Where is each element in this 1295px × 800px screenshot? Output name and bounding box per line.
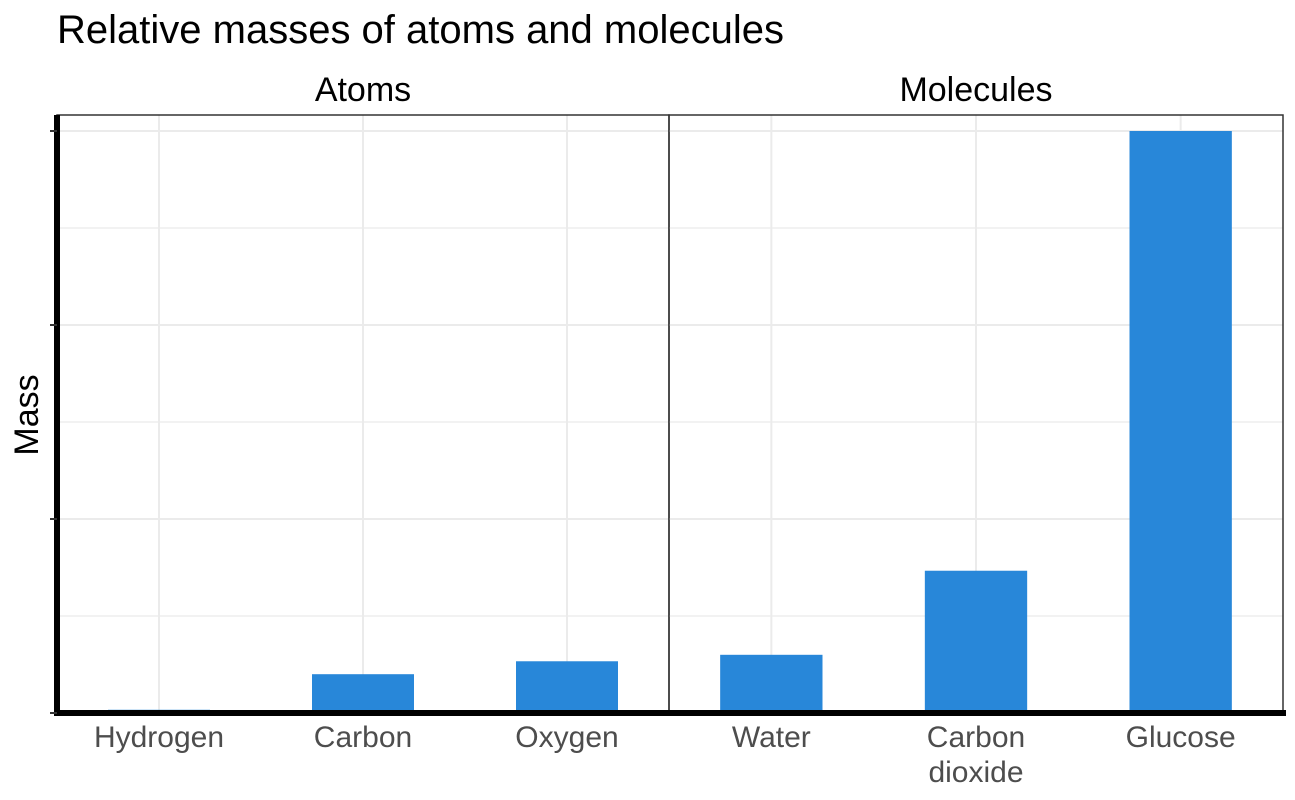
bar-carbon-dioxide xyxy=(924,570,1028,713)
facet-panels: Hydrogen Carbon Oxygen Atoms Water Carbon diox… xyxy=(50,71,1286,789)
bar-glucose xyxy=(1129,131,1232,713)
y-axis-label: Mass xyxy=(8,374,46,455)
x-tick-label: Hydrogen xyxy=(94,721,224,754)
x-tick-label: Water xyxy=(732,721,811,754)
facet-label: Atoms xyxy=(315,71,411,109)
x-tick-label: Carbon xyxy=(314,721,412,754)
chart-title: Relative masses of atoms and molecules xyxy=(57,8,784,52)
facet-label: Molecules xyxy=(899,71,1052,109)
x-tick-label: Oxygen xyxy=(515,721,618,754)
bar-water xyxy=(720,654,823,713)
x-tick-label: Carbon dioxide xyxy=(927,721,1025,789)
bar-carbon xyxy=(312,674,414,713)
bar-oxygen xyxy=(516,661,618,713)
x-tick-label: Glucose xyxy=(1126,721,1236,754)
